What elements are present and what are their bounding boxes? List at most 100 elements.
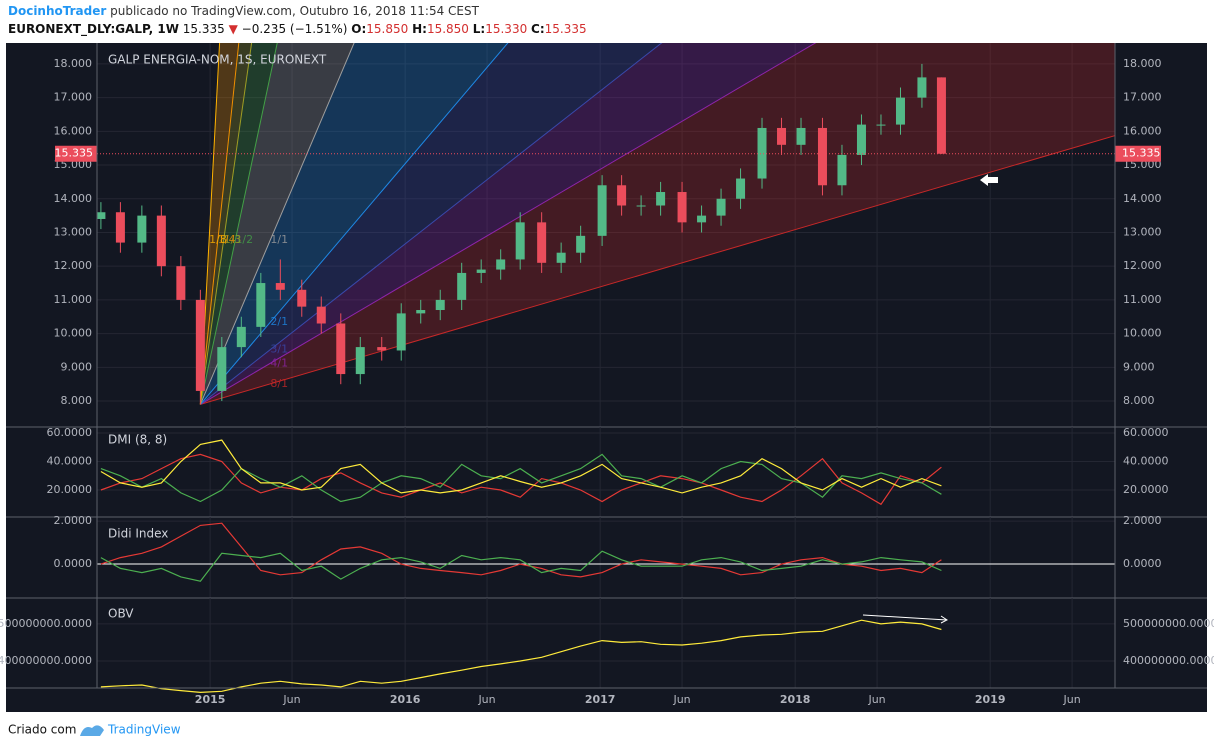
y-tick-label-left: 500000000.0000: [0, 617, 92, 630]
candle-body: [677, 192, 687, 223]
ohlc-label: C:: [531, 22, 545, 36]
fan-label: 1/4: [218, 233, 236, 246]
candle-body: [316, 306, 326, 324]
candle-body: [895, 97, 905, 125]
candle-body: [457, 272, 467, 300]
pane-title: GALP ENERGIA-NOM, 1S, EURONEXT: [108, 53, 327, 67]
candle-body: [297, 289, 307, 307]
candle-body: [537, 222, 547, 263]
y-tick-label-right: 10.000: [1123, 327, 1162, 340]
y-tick-label-left: 8.000: [61, 394, 93, 407]
candle-body: [556, 252, 566, 263]
y-tick-label-left: 16.000: [54, 124, 93, 137]
candle-body: [156, 215, 166, 267]
x-tick-label: Jun: [1063, 693, 1081, 706]
y-tick-label-right: 400000000.0000: [1123, 654, 1214, 667]
candle-body: [416, 310, 426, 314]
fan-line: [200, 43, 663, 405]
indicator-line: [100, 619, 942, 694]
symbol: EURONEXT_DLY:GALP, 1W: [8, 22, 179, 37]
candle-body: [496, 259, 506, 270]
y-tick-label-right: 40.0000: [1123, 455, 1169, 468]
candle-body: [176, 266, 186, 300]
fan-label: 2/1: [270, 315, 288, 328]
x-tick-label: Jun: [477, 693, 495, 706]
indicator-line: [100, 453, 942, 506]
candle-body: [476, 269, 486, 273]
ohlc-label: O:: [351, 22, 366, 36]
y-tick-label-right: 18.000: [1123, 57, 1162, 70]
x-tick-label: 2017: [585, 693, 616, 706]
footer-brand[interactable]: TradingView: [107, 723, 181, 737]
y-tick-label-left: 13.000: [54, 225, 93, 238]
fan-line: [199, 43, 509, 405]
fan-line: [200, 135, 1115, 405]
fan-label: 3/1: [270, 343, 288, 356]
author[interactable]: DocinhoTrader: [8, 4, 106, 18]
y-tick-label-right: 11.000: [1123, 293, 1162, 306]
ohlc-label: H:: [412, 22, 427, 36]
ohlc-label: L:: [473, 22, 485, 36]
candle-body: [777, 127, 787, 145]
fan-label: 8/1: [270, 377, 288, 390]
candle-body: [355, 347, 365, 375]
price-tag-label: 15.335: [55, 147, 94, 160]
last: 15.335: [183, 22, 225, 36]
candle-body: [515, 222, 525, 260]
y-tick-label-left: 9.000: [61, 360, 93, 373]
x-tick-label: 2015: [195, 693, 226, 706]
fan-line: [200, 43, 817, 405]
x-tick-label: Jun: [867, 693, 885, 706]
fan-label: 1/1: [270, 233, 288, 246]
candle-body: [796, 127, 806, 145]
y-tick-label-right: 9.000: [1123, 360, 1155, 373]
indicator-line: [100, 550, 942, 582]
candle-body: [757, 127, 767, 179]
candle-body: [597, 185, 607, 236]
y-tick-label-left: 12.000: [54, 259, 93, 272]
y-tick-label-left: 14.000: [54, 192, 93, 205]
header-line: DocinhoTrader publicado no TradingView.c…: [8, 4, 480, 18]
y-tick-label-right: 60.0000: [1123, 426, 1169, 439]
price-tag: [55, 145, 97, 162]
y-tick-label-left: 40.0000: [47, 455, 93, 468]
candle-body: [275, 283, 285, 290]
y-tick-label-left: 400000000.0000: [0, 654, 92, 667]
pane-title: DMI (8, 8): [108, 433, 167, 447]
y-tick-label-right: 12.000: [1123, 259, 1162, 272]
y-tick-label-right: 20.0000: [1123, 483, 1169, 496]
x-tick-label: 2019: [975, 693, 1006, 706]
candle-body: [656, 192, 666, 206]
candle-body: [697, 215, 707, 223]
pane-title: OBV: [108, 607, 134, 621]
candle-body: [195, 299, 205, 391]
ohlc-value: 15.330: [485, 22, 527, 36]
pane-title: Didi Index: [108, 527, 168, 541]
x-tick-label: 2018: [780, 693, 811, 706]
candle-body: [856, 124, 866, 155]
y-tick-label-right: 16.000: [1123, 124, 1162, 137]
candle-body: [837, 154, 847, 186]
y-tick-label-left: 10.000: [54, 327, 93, 340]
fan-zone: [200, 43, 1115, 405]
y-tick-label-left: 17.000: [54, 91, 93, 104]
candle-body: [917, 77, 927, 98]
candle-body: [936, 77, 946, 154]
candle-body: [435, 299, 445, 311]
candle-body: [256, 283, 266, 327]
candle-body: [876, 124, 886, 126]
x-tick-label: 2016: [390, 693, 421, 706]
y-tick-label-left: 20.0000: [47, 483, 93, 496]
candle-body: [576, 235, 586, 253]
y-tick-label-right: 500000000.0000: [1123, 617, 1214, 630]
candle-body: [97, 212, 106, 219]
candle-body: [617, 185, 627, 206]
candle-body: [217, 347, 227, 391]
candle-body: [115, 212, 125, 243]
trend-annotation: [862, 614, 948, 624]
x-tick-label: Jun: [672, 693, 690, 706]
candle-body: [736, 178, 746, 199]
fan-line: [199, 43, 355, 405]
indicator-line: [100, 522, 942, 578]
